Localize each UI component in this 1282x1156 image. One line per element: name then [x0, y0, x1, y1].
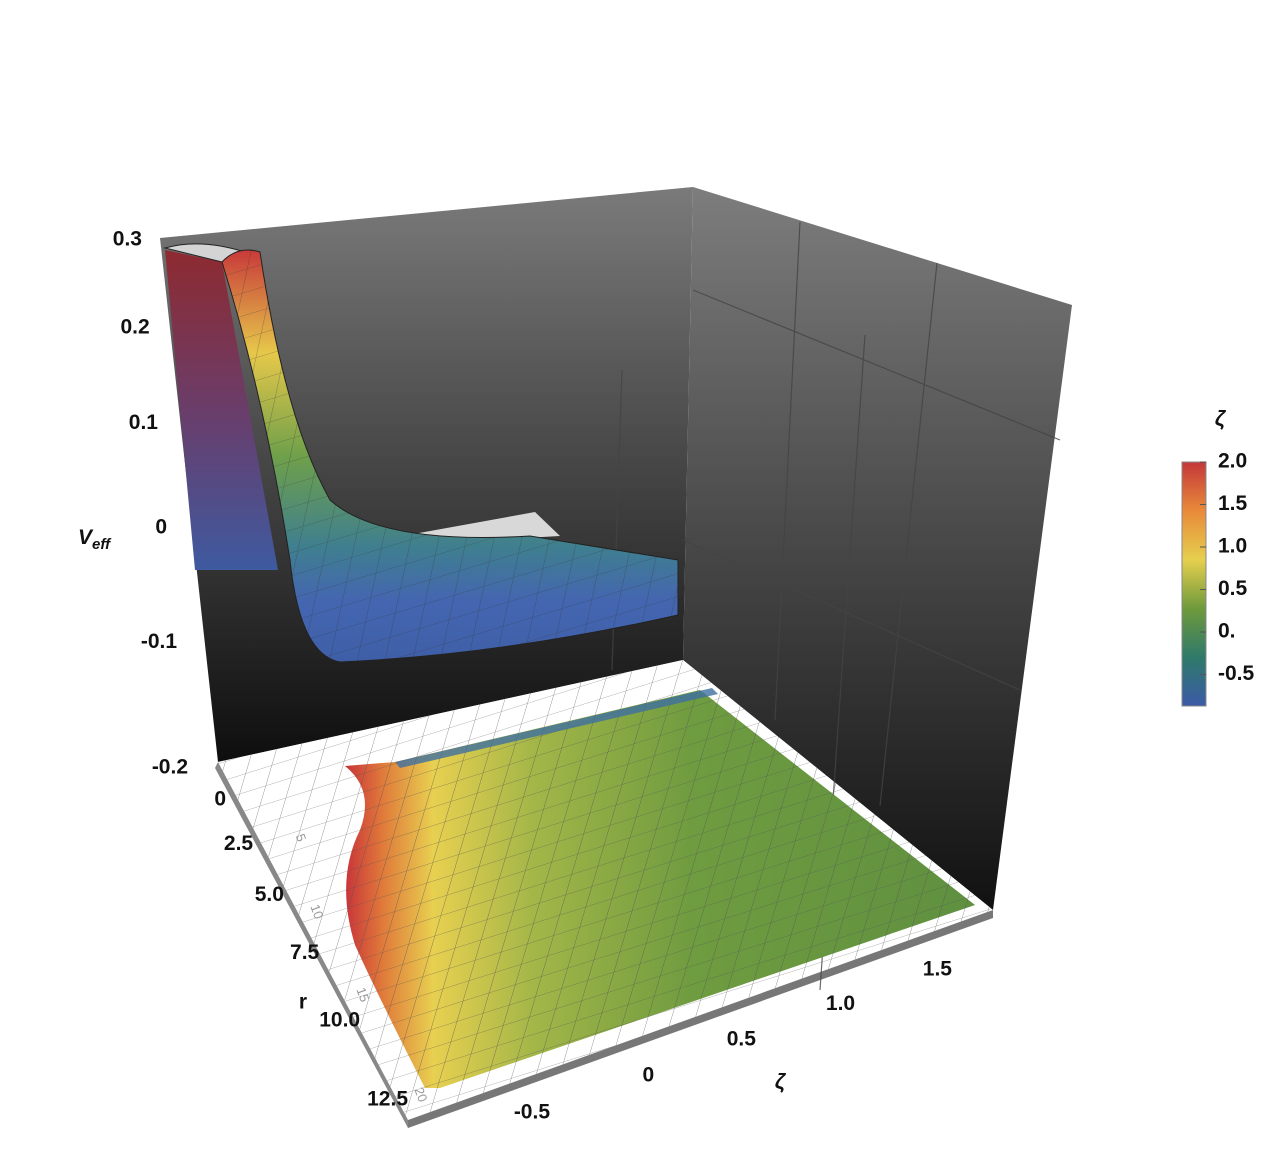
floor-tick-label: 20 — [411, 1085, 430, 1104]
y-tick-label: 1.0 — [826, 992, 855, 1015]
colorbar-tick-label: 0. — [1218, 620, 1236, 643]
x-tick-label: 10.0 — [319, 1009, 360, 1032]
z-tick-label: 0.1 — [129, 411, 159, 434]
colorbar-label: ζ — [1215, 408, 1227, 431]
x-tick-label: 7.5 — [290, 941, 320, 964]
surface — [163, 243, 679, 663]
floor-density — [345, 688, 975, 1088]
z-tick-label: -0.1 — [141, 630, 178, 653]
floor-tick-label: 15 — [353, 985, 372, 1004]
colorbar-tick-label: -0.5 — [1218, 662, 1255, 685]
z-tick-label: 0.3 — [113, 228, 142, 251]
colorbar-tick-label: 1.0 — [1218, 535, 1247, 558]
y-tick-label: -0.5 — [514, 1101, 551, 1124]
floor-tick-label: 10 — [307, 902, 326, 921]
colorbar — [1181, 461, 1207, 707]
y-axis-label: ζ — [775, 1071, 787, 1094]
floor-tick-label: 5 — [293, 832, 310, 844]
x-tick-label: 2.5 — [224, 832, 254, 855]
colorbar-tick-label: 1.5 — [1218, 492, 1248, 515]
z-axis-label: Veff — [78, 526, 112, 553]
y-tick-label: 1.5 — [923, 958, 953, 981]
x-axis-label: r — [299, 991, 307, 1014]
y-tick-label: 0.5 — [727, 1027, 757, 1050]
x-tick-label: 5.0 — [255, 883, 284, 906]
z-tick-label: 0 — [155, 516, 167, 539]
y-tick-label: 0 — [643, 1063, 655, 1086]
z-tick-label: -0.2 — [152, 756, 188, 779]
colorbar-tick-label: 0.5 — [1218, 577, 1248, 600]
x-tick-label: 0 — [214, 788, 226, 811]
x-tick-label: 12.5 — [367, 1088, 408, 1111]
z-tick-label: 0.2 — [120, 316, 149, 339]
colorbar-tick-label: 2.0 — [1218, 450, 1247, 473]
